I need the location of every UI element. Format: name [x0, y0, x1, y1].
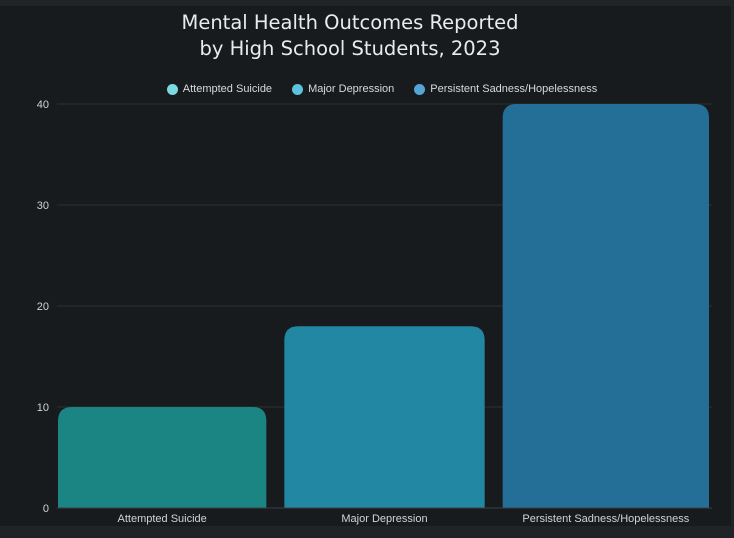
- bar-3: [502, 104, 709, 508]
- y-tick-label: 30: [37, 200, 49, 212]
- x-tick-label: Attempted Suicide: [118, 513, 207, 525]
- legend-label: Persistent Sadness/Hopelessness: [430, 83, 598, 95]
- legend-item-attempted-suicide[interactable]: Attempted Suicide: [166, 83, 273, 95]
- y-tick-label: 0: [43, 503, 49, 515]
- legend-marker: [166, 83, 178, 95]
- chart-title-line-2: by High School Students, 2023: [199, 37, 501, 60]
- y-tick-label: 20: [37, 301, 49, 313]
- legend-label: Attempted Suicide: [182, 83, 273, 95]
- y-tick-label: 10: [37, 402, 49, 414]
- y-tick-label: 40: [37, 99, 49, 111]
- chart-legend: Attempted Suicide Major Depression Persi…: [0, 80, 734, 98]
- bar-2: [284, 326, 485, 508]
- x-tick-label: Persistent Sadness/Hopelessness: [522, 513, 689, 525]
- chart-title-line-1: Mental Health Outcomes Reported: [181, 11, 519, 34]
- legend-item-major-depression[interactable]: Major Depression: [292, 83, 394, 95]
- legend-marker: [292, 83, 304, 95]
- legend-label: Major Depression: [308, 83, 395, 95]
- chart-title: Mental Health Outcomes Reported by High …: [0, 10, 700, 62]
- x-tick-label: Major Depression: [341, 513, 427, 525]
- bar-1: [58, 407, 267, 508]
- legend-marker: [414, 83, 426, 95]
- legend-item-persistent-sadness[interactable]: Persistent Sadness/Hopelessness: [414, 83, 597, 95]
